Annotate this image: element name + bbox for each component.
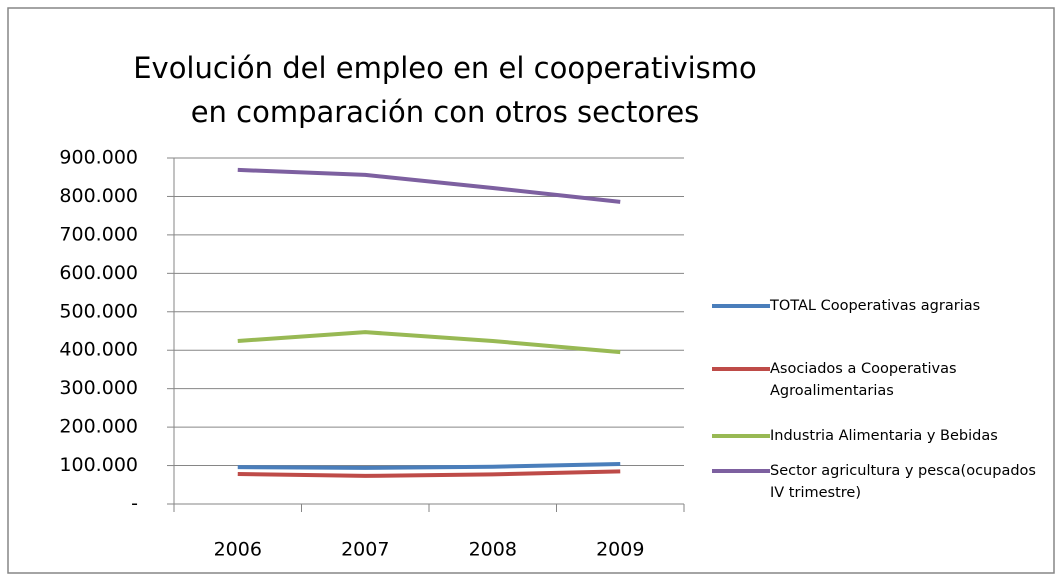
chart-border <box>7 7 1055 574</box>
y-tick-label: 300.000 <box>59 377 138 399</box>
x-tick-label: 2008 <box>469 539 517 561</box>
series-line <box>237 462 621 470</box>
legend-entry: Industria Alimentaria y Bebidas <box>712 425 1052 447</box>
chart-title: Evolución del empleo en el cooperativism… <box>133 51 757 129</box>
y-tick-label: 100.000 <box>59 454 138 476</box>
legend-label: TOTAL Cooperativas agrarias <box>770 298 981 314</box>
x-tick-label: 2009 <box>596 539 644 561</box>
y-tick-label: 600.000 <box>59 262 138 284</box>
legend-swatch <box>712 469 770 473</box>
y-tick-label: 500.000 <box>59 300 138 322</box>
legend-label: Asociados a Cooperativas Agroalimentaria… <box>770 361 957 399</box>
legend-label: Industria Alimentaria y Bebidas <box>770 428 998 444</box>
series-line <box>237 167 621 204</box>
series-line <box>237 469 621 478</box>
legend-swatch <box>712 367 770 371</box>
y-tick-label: 700.000 <box>59 223 138 245</box>
y-tick-label: - <box>131 493 138 515</box>
legend-swatch <box>712 434 770 438</box>
y-tick-label: 200.000 <box>59 416 138 438</box>
legend-entry: Sector agricultura y pesca(ocupados IV t… <box>712 460 1052 504</box>
y-tick-label: 800.000 <box>59 185 138 207</box>
series-line <box>237 330 621 355</box>
legend-entry: Asociados a Cooperativas Agroalimentaria… <box>712 358 1052 402</box>
legend-swatch <box>712 304 770 308</box>
y-tick-label: 900.000 <box>59 147 138 169</box>
x-tick-label: 2007 <box>341 539 389 561</box>
legend-entry: TOTAL Cooperativas agrarias <box>712 295 1052 317</box>
x-tick-label: 2006 <box>214 539 262 561</box>
y-tick-label: 400.000 <box>59 339 138 361</box>
legend-label: Sector agricultura y pesca(ocupados IV t… <box>770 463 1036 501</box>
